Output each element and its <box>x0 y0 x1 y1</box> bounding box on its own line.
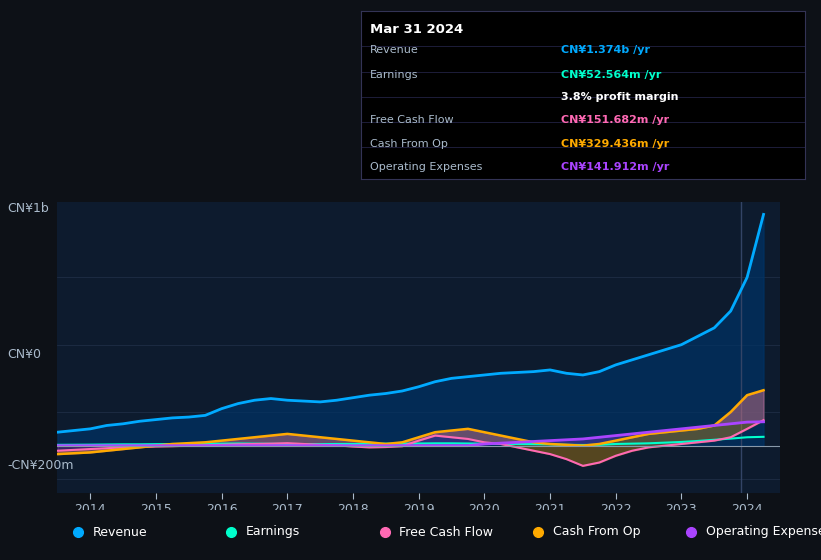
Text: 3.8% profit margin: 3.8% profit margin <box>561 92 678 102</box>
Text: Earnings: Earnings <box>246 525 300 539</box>
Text: Operating Expenses: Operating Expenses <box>706 525 821 539</box>
Text: Cash From Op: Cash From Op <box>553 525 640 539</box>
Text: CN¥141.912m /yr: CN¥141.912m /yr <box>561 162 669 172</box>
Text: CN¥329.436m /yr: CN¥329.436m /yr <box>561 139 669 149</box>
Text: Free Cash Flow: Free Cash Flow <box>400 525 493 539</box>
Text: CN¥1b: CN¥1b <box>7 202 48 214</box>
Text: CN¥1.374b /yr: CN¥1.374b /yr <box>561 45 649 55</box>
Text: Free Cash Flow: Free Cash Flow <box>370 115 454 125</box>
Text: Cash From Op: Cash From Op <box>370 139 448 149</box>
Text: CN¥0: CN¥0 <box>7 348 41 361</box>
Text: -CN¥200m: -CN¥200m <box>7 459 73 473</box>
Text: CN¥52.564m /yr: CN¥52.564m /yr <box>561 70 661 80</box>
Text: Earnings: Earnings <box>370 70 419 80</box>
Text: Operating Expenses: Operating Expenses <box>370 162 483 172</box>
Text: Revenue: Revenue <box>93 525 148 539</box>
Text: Revenue: Revenue <box>370 45 419 55</box>
Text: CN¥151.682m /yr: CN¥151.682m /yr <box>561 115 669 125</box>
Text: Mar 31 2024: Mar 31 2024 <box>370 23 463 36</box>
